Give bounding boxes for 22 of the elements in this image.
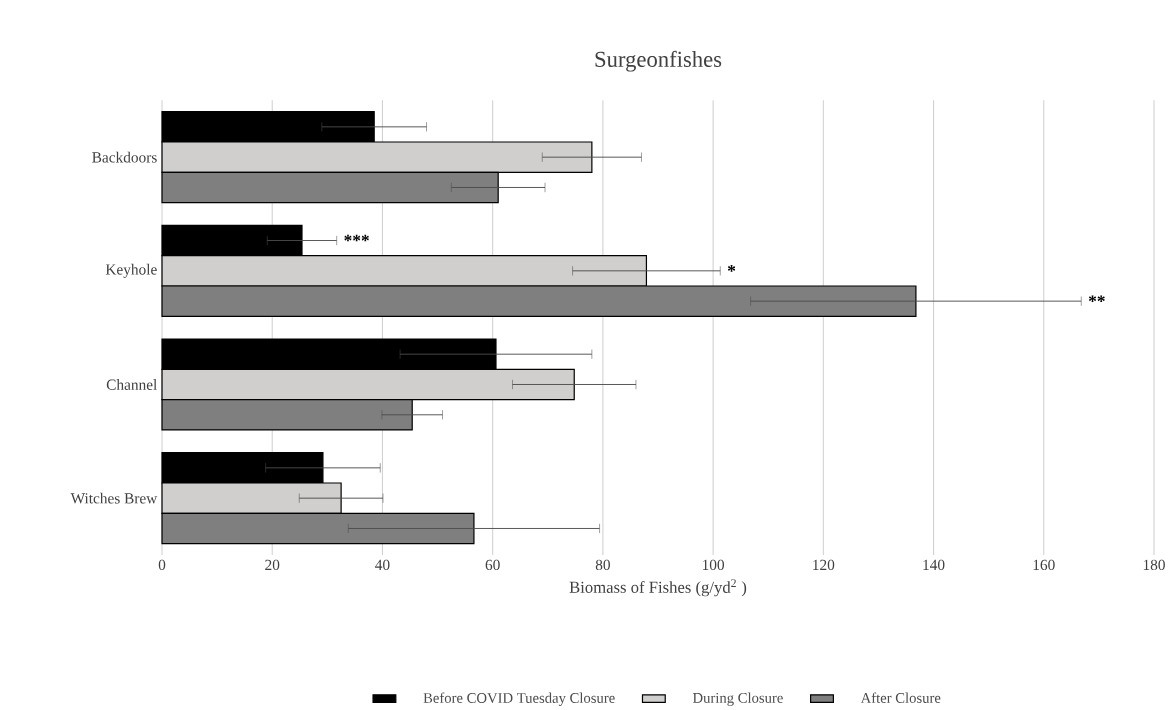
y-tick-label: Witches Brew (70, 492, 158, 504)
legend-label: Before COVID Tuesday Closure (423, 692, 615, 706)
x-tick-label: 80 (595, 559, 610, 570)
x-tick-label: 120 (813, 559, 835, 570)
x-tick-label: 40 (375, 559, 390, 570)
annotation: ** (1088, 295, 1105, 302)
x-tick-label: 60 (485, 559, 500, 570)
y-tick-label: Channel (106, 379, 157, 390)
legend-label: After Closure (860, 692, 941, 703)
y-tick-label: Keyhole (105, 263, 157, 278)
x-tick-label: 20 (265, 559, 280, 570)
annotation: * (727, 265, 736, 272)
x-tick-label: 160 (1033, 559, 1055, 570)
x-tick-label: 180 (1143, 559, 1165, 570)
x-tick-label: 0 (158, 559, 166, 570)
y-tick-label: Backdoors (92, 151, 157, 163)
annotation: *** (344, 234, 369, 242)
x-tick-label: 140 (923, 559, 945, 570)
legend-label: During Closure (692, 692, 783, 706)
x-axis-title: Biomass of Fishes (g/yd$^{2}$ ) (569, 579, 747, 597)
chart-title: Surgeonfishes (595, 50, 722, 72)
x-tick-label: 100 (702, 559, 725, 570)
